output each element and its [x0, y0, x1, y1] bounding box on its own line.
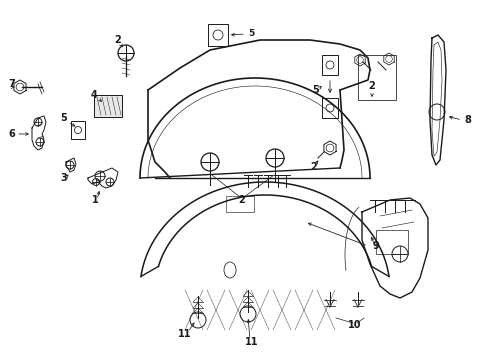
- Bar: [225, 196, 253, 212]
- Text: 2: 2: [310, 162, 317, 172]
- Bar: [357, 55, 395, 100]
- Text: 5: 5: [61, 113, 67, 123]
- Bar: [207, 24, 227, 46]
- Bar: [94, 95, 122, 117]
- Text: 11: 11: [178, 329, 191, 339]
- Bar: [375, 230, 407, 254]
- Text: 7: 7: [8, 79, 15, 89]
- Text: 2: 2: [368, 81, 375, 91]
- Text: 9: 9: [372, 241, 379, 251]
- Text: 2: 2: [238, 195, 245, 205]
- Text: 10: 10: [347, 320, 361, 330]
- Text: 11: 11: [245, 337, 258, 347]
- Bar: [321, 55, 337, 75]
- Text: 5: 5: [312, 85, 319, 95]
- Text: 1: 1: [91, 195, 98, 205]
- Bar: [71, 121, 85, 139]
- Text: 4: 4: [90, 90, 97, 100]
- Text: 6: 6: [8, 129, 15, 139]
- Bar: [321, 98, 337, 118]
- Text: 2: 2: [114, 35, 121, 45]
- Text: 3: 3: [61, 173, 67, 183]
- Text: 8: 8: [464, 115, 470, 125]
- Text: 5: 5: [247, 28, 254, 37]
